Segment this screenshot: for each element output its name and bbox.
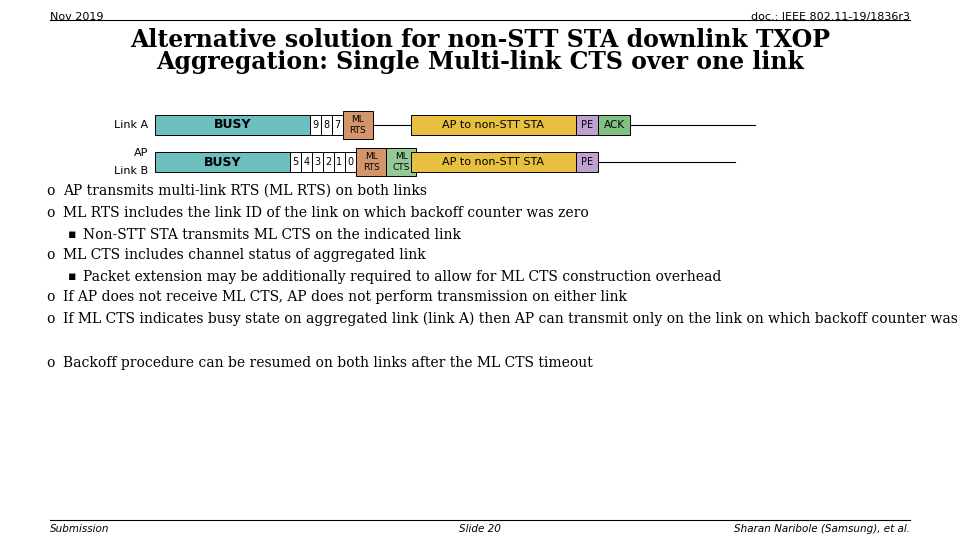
Bar <box>332 115 343 135</box>
Text: o: o <box>46 206 55 220</box>
Bar <box>345 152 356 172</box>
Text: Non-STT STA transmits ML CTS on the indicated link: Non-STT STA transmits ML CTS on the indi… <box>83 228 461 242</box>
Text: Slide 20: Slide 20 <box>459 524 501 534</box>
Text: BUSY: BUSY <box>214 118 252 132</box>
Bar <box>411 115 576 135</box>
Text: Submission: Submission <box>50 524 109 534</box>
Text: 4: 4 <box>303 157 309 167</box>
Text: 8: 8 <box>324 120 329 130</box>
Text: PE: PE <box>581 120 593 130</box>
Text: Link A: Link A <box>114 120 148 130</box>
Text: PE: PE <box>581 157 593 167</box>
Text: Link B: Link B <box>114 166 148 176</box>
Bar <box>310 115 321 135</box>
Bar <box>356 148 386 176</box>
Text: o: o <box>46 290 55 304</box>
Text: Alternative solution for non-STT STA downlink TXOP: Alternative solution for non-STT STA dow… <box>130 28 830 52</box>
Text: AP transmits multi-link RTS (ML RTS) on both links: AP transmits multi-link RTS (ML RTS) on … <box>63 184 427 198</box>
Text: Aggregation: Single Multi-link CTS over one link: Aggregation: Single Multi-link CTS over … <box>156 50 804 74</box>
Text: Sharan Naribole (Samsung), et al.: Sharan Naribole (Samsung), et al. <box>734 524 910 534</box>
Text: ▪: ▪ <box>68 270 77 283</box>
Text: If AP does not receive ML CTS, AP does not perform transmission on either link: If AP does not receive ML CTS, AP does n… <box>63 290 627 304</box>
Bar <box>312 152 323 172</box>
Text: 5: 5 <box>293 157 299 167</box>
Text: ML
RTS: ML RTS <box>349 116 367 134</box>
Text: Backoff procedure can be resumed on both links after the ML CTS timeout: Backoff procedure can be resumed on both… <box>63 356 592 370</box>
Bar <box>576 115 598 135</box>
Bar <box>411 152 576 172</box>
Text: AP to non-STT STA: AP to non-STT STA <box>443 120 544 130</box>
Text: ML
CTS: ML CTS <box>393 152 410 172</box>
Text: ML CTS includes channel status of aggregated link: ML CTS includes channel status of aggreg… <box>63 248 425 262</box>
Text: AP: AP <box>133 148 148 158</box>
Bar <box>323 152 334 172</box>
Bar <box>576 152 598 172</box>
Text: o: o <box>46 248 55 262</box>
Text: Nov 2019: Nov 2019 <box>50 12 104 22</box>
Text: 1: 1 <box>336 157 343 167</box>
Text: 9: 9 <box>312 120 319 130</box>
Bar <box>290 152 301 172</box>
Text: 3: 3 <box>315 157 321 167</box>
Text: Packet extension may be additionally required to allow for ML CTS construction o: Packet extension may be additionally req… <box>83 270 721 284</box>
Text: BUSY: BUSY <box>204 156 241 168</box>
Text: o: o <box>46 184 55 198</box>
Text: ML RTS includes the link ID of the link on which backoff counter was zero: ML RTS includes the link ID of the link … <box>63 206 588 220</box>
Bar <box>301 152 312 172</box>
Text: 0: 0 <box>348 157 353 167</box>
Text: If ML CTS indicates busy state on aggregated link (link A) then AP can transmit : If ML CTS indicates busy state on aggreg… <box>63 312 960 326</box>
Bar <box>334 152 345 172</box>
Bar <box>343 111 373 139</box>
Text: 2: 2 <box>325 157 331 167</box>
Text: ML
RTS: ML RTS <box>363 152 379 172</box>
Bar <box>155 152 290 172</box>
Text: o: o <box>46 312 55 326</box>
Bar <box>321 115 332 135</box>
Text: 7: 7 <box>334 120 341 130</box>
Text: o: o <box>46 356 55 370</box>
Text: ▪: ▪ <box>68 228 77 241</box>
Bar <box>386 148 416 176</box>
Bar <box>598 115 630 135</box>
Text: AP to non-STT STA: AP to non-STT STA <box>443 157 544 167</box>
Bar <box>155 115 310 135</box>
Text: doc.: IEEE 802.11-19/1836r3: doc.: IEEE 802.11-19/1836r3 <box>751 12 910 22</box>
Text: ACK: ACK <box>604 120 625 130</box>
